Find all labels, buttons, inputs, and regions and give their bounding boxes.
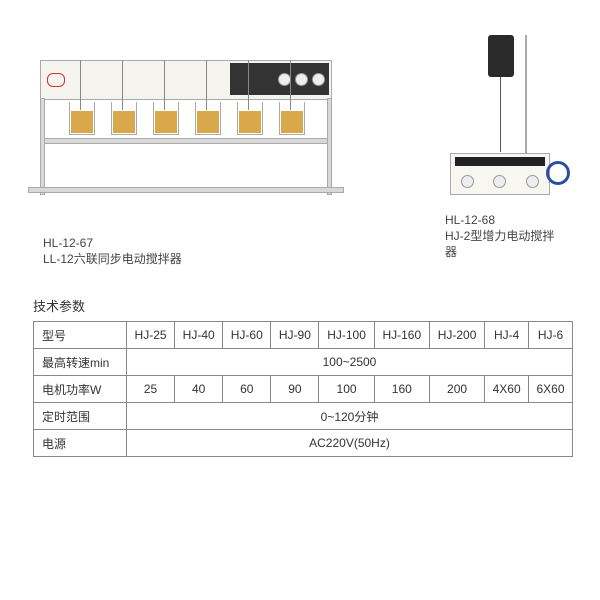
power-cell: 60 [223,376,271,403]
clamp-icon [546,161,570,185]
table-row: 定时范围 0~120分钟 [34,403,573,430]
model-cell: HJ-90 [271,322,319,349]
spec-area: 技术参数 型号 HJ-25 HJ-40 HJ-60 HJ-90 HJ-100 H… [33,296,573,457]
supply-label: 电源 [34,430,127,457]
beaker-icon [279,102,305,135]
brand-logo [47,73,65,87]
table-row: 电机功率W 25 40 60 90 100 160 200 4X60 6X60 [34,376,573,403]
power-label: 电机功率W [34,376,127,403]
model-cell: HJ-60 [223,322,271,349]
supply-value: AC220V(50Hz) [127,430,573,457]
model-cell: HJ-4 [485,322,529,349]
control-panel [230,63,329,95]
model-cell: HJ-40 [175,322,223,349]
motor-icon [488,35,514,77]
control-base [450,153,550,195]
knob-icon [295,73,308,86]
product1-name: LL-12六联同步电动搅拌器 [43,251,182,267]
model-cell: HJ-200 [429,322,484,349]
product2-code: HL-12-68 [445,212,565,228]
model-cell: HJ-100 [319,322,374,349]
power-cell: 200 [429,376,484,403]
product2-name: HJ-2型增力电动搅拌器 [445,228,565,260]
knob-icon [493,175,506,188]
spec-table: 型号 HJ-25 HJ-40 HJ-60 HJ-90 HJ-100 HJ-160… [33,321,573,457]
product-area: HL-12-67 LL-12六联同步电动搅拌器 HL-12-68 HJ-2型增力… [0,0,600,280]
product1-caption: HL-12-67 LL-12六联同步电动搅拌器 [43,235,182,267]
timer-value: 0~120分钟 [127,403,573,430]
knob-icon [526,175,539,188]
product1-code: HL-12-67 [43,235,182,251]
model-cell: HJ-6 [529,322,573,349]
power-cell: 4X60 [485,376,529,403]
power-cell: 40 [175,376,223,403]
table-row: 最高转速min 100~2500 [34,349,573,376]
model-cell: HJ-160 [374,322,429,349]
beaker-icon [111,102,137,135]
beaker-icon [153,102,179,135]
table-row: 型号 HJ-25 HJ-40 HJ-60 HJ-90 HJ-100 HJ-160… [34,322,573,349]
timer-label: 定时范围 [34,403,127,430]
model-label: 型号 [34,322,127,349]
stirrer-shaft [500,77,501,152]
product-six-stirrer [40,60,350,230]
power-cell: 100 [319,376,374,403]
stirrer-housing [40,60,332,100]
knob-icon [312,73,325,86]
power-cell: 160 [374,376,429,403]
table-row: 电源 AC220V(50Hz) [34,430,573,457]
speed-label: 最高转速min [34,349,127,376]
speed-value: 100~2500 [127,349,573,376]
beaker-icon [195,102,221,135]
product2-caption: HL-12-68 HJ-2型增力电动搅拌器 [445,212,565,260]
model-cell: HJ-25 [127,322,175,349]
power-cell: 25 [127,376,175,403]
spec-title: 技术参数 [33,296,573,315]
power-cell: 90 [271,376,319,403]
product-single-stirrer [450,35,560,210]
beaker-icon [237,102,263,135]
beaker-icon [69,102,95,135]
knob-icon [461,175,474,188]
power-cell: 6X60 [529,376,573,403]
model-strip [455,157,545,166]
